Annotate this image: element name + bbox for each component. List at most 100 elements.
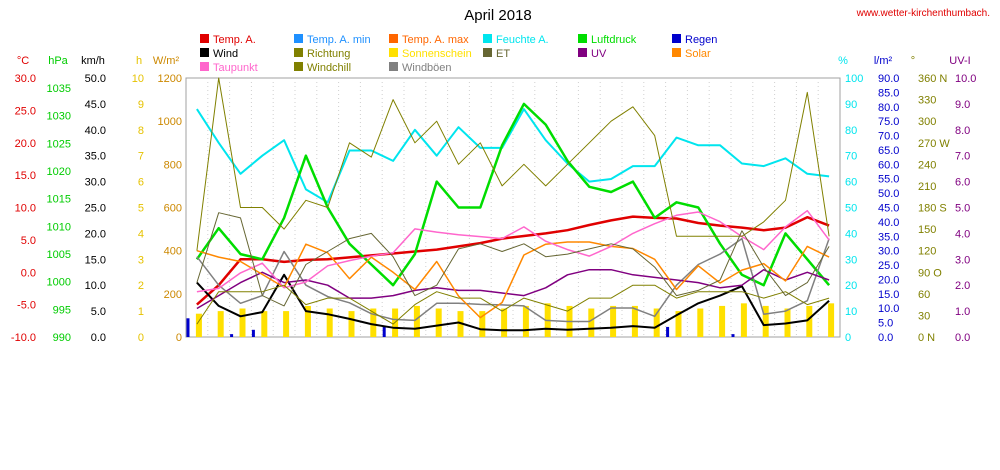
axis-tick-rain: 50.0 xyxy=(878,188,899,200)
axis-tick-humidity: 50 xyxy=(845,203,857,215)
axis-tick-uv: 10.0 xyxy=(955,73,976,85)
axis-tick-wind: 45.0 xyxy=(85,99,106,111)
bar-sonnenschein xyxy=(217,311,224,337)
bar-sonnenschein xyxy=(479,311,486,337)
axis-tick-sun: 0 xyxy=(138,332,144,344)
bar-regen xyxy=(731,334,735,337)
axis-tick-solar: 200 xyxy=(164,289,182,301)
legend-swatch xyxy=(578,48,587,57)
legend-label: Wind xyxy=(213,48,238,60)
axis-tick-rain: 15.0 xyxy=(878,289,899,301)
axis-tick-pressure: 1035 xyxy=(47,83,71,95)
legend-swatch xyxy=(294,34,303,43)
series-line-taupunkt xyxy=(196,209,830,293)
axis-tick-wind: 50.0 xyxy=(85,73,106,85)
legend-swatch xyxy=(200,62,209,71)
axis-tick-temp: -5.0 xyxy=(17,300,36,312)
axis-tick-temp: 0.0 xyxy=(21,267,36,279)
axis-tick-uv: 8.0 xyxy=(955,125,970,137)
axis-tick-wind: 30.0 xyxy=(85,177,106,189)
bar-sonnenschein xyxy=(304,305,311,337)
bar-sonnenschein xyxy=(326,308,333,337)
axis-unit-temp: °C xyxy=(17,55,29,67)
axis-tick-solar: 1200 xyxy=(158,73,182,85)
source-url: www.wetter-kirchenthumbach. xyxy=(856,8,990,19)
axis-unit-rain: l/m² xyxy=(874,55,893,67)
axis-tick-uv: 1.0 xyxy=(955,306,970,318)
bar-sonnenschein xyxy=(239,308,246,337)
axis-tick-direction: 270 W xyxy=(918,138,950,150)
axis-tick-uv: 9.0 xyxy=(955,99,970,111)
series-line-uv xyxy=(196,268,830,310)
legend-label: Sonnenschein xyxy=(402,48,472,60)
legend: Temp. A. Temp. A. min Temp. A. max Feuchte … xyxy=(200,34,717,74)
legend-swatch xyxy=(389,62,398,71)
axis-tick-direction: 240 xyxy=(918,159,936,171)
axis-tick-solar: 800 xyxy=(164,159,182,171)
axis-tick-humidity: 0 xyxy=(845,332,851,344)
axis-unit-wind: km/h xyxy=(81,55,105,67)
legend-label: Solar xyxy=(685,48,711,60)
axis-tick-direction: 60 xyxy=(918,289,930,301)
axis-tick-wind: 10.0 xyxy=(85,280,106,292)
axis-tick-pressure: 990 xyxy=(53,332,71,344)
legend-swatch xyxy=(389,34,398,43)
legend-label: Richtung xyxy=(307,48,350,60)
axis-tick-temp: 15.0 xyxy=(15,170,36,182)
axis-tick-wind: 0.0 xyxy=(91,332,106,344)
axis-tick-humidity: 90 xyxy=(845,99,857,111)
chart-title: April 2018 xyxy=(464,7,532,24)
bar-regen xyxy=(230,334,234,337)
axis-tick-humidity: 30 xyxy=(845,254,857,266)
axis-tick-direction: 330 xyxy=(918,95,936,107)
axis-tick-temp: 20.0 xyxy=(15,138,36,150)
axis-tick-rain: 60.0 xyxy=(878,159,899,171)
axis-tick-direction: 120 xyxy=(918,246,936,258)
axis-tick-temp: 25.0 xyxy=(15,105,36,117)
legend-label: Temp. A. xyxy=(213,34,256,46)
bar-sonnenschein xyxy=(522,305,529,337)
legend-swatch xyxy=(483,34,492,43)
legend-swatch xyxy=(578,34,587,43)
axis-tick-uv: 0.0 xyxy=(955,332,970,344)
axis-tick-uv: 2.0 xyxy=(955,280,970,292)
axis-tick-humidity: 100 xyxy=(845,73,863,85)
bar-regen xyxy=(666,326,670,337)
axis-tick-wind: 15.0 xyxy=(85,254,106,266)
axis-tick-solar: 400 xyxy=(164,246,182,258)
legend-label: Luftdruck xyxy=(591,34,637,46)
legend-label: ET xyxy=(496,48,510,60)
axis-tick-wind: 35.0 xyxy=(85,151,106,163)
axis-tick-direction: 210 xyxy=(918,181,936,193)
axis-tick-rain: 10.0 xyxy=(878,303,899,315)
bar-sonnenschein xyxy=(370,308,377,337)
axis-tick-humidity: 20 xyxy=(845,280,857,292)
legend-label: Windchill xyxy=(307,62,351,74)
series-line-et xyxy=(196,212,830,307)
legend-swatch xyxy=(294,62,303,71)
axis-tick-direction: 150 xyxy=(918,224,936,236)
axis-tick-pressure: 1000 xyxy=(47,277,71,289)
axis-tick-sun: 2 xyxy=(138,280,144,292)
axis-tick-rain: 85.0 xyxy=(878,87,899,99)
bar-sonnenschein xyxy=(283,311,290,337)
axis-tick-pressure: 1010 xyxy=(47,221,71,233)
bar-sonnenschein xyxy=(413,305,420,337)
bar-sonnenschein xyxy=(719,305,726,337)
axis-tick-wind: 20.0 xyxy=(85,228,106,240)
bar-sonnenschein xyxy=(435,308,442,337)
axis-tick-wind: 40.0 xyxy=(85,125,106,137)
series-line-richtung xyxy=(196,77,830,251)
axis-tick-temp: 10.0 xyxy=(15,203,36,215)
bar-sonnenschein xyxy=(195,313,202,337)
legend-swatch xyxy=(483,48,492,57)
series-line-luftdruck xyxy=(195,102,831,287)
axis-tick-rain: 70.0 xyxy=(878,131,899,143)
axis-unit-direction: ° xyxy=(911,55,915,67)
legend-swatch xyxy=(672,34,681,43)
legend-label: Windböen xyxy=(402,62,452,74)
bar-sonnenschein xyxy=(762,305,769,337)
legend-label: Temp. A. min xyxy=(307,34,371,46)
axis-tick-temp: 5.0 xyxy=(21,235,36,247)
